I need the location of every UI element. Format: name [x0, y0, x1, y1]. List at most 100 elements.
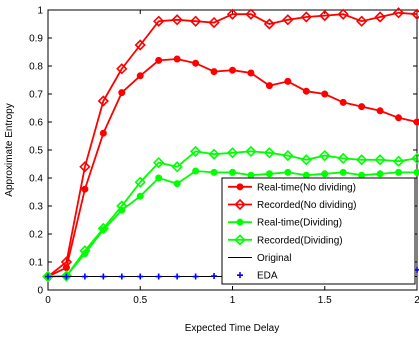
data-point-marker — [192, 59, 200, 67]
data-point-marker — [356, 154, 368, 166]
data-point-marker — [100, 273, 107, 280]
data-point-marker — [300, 11, 312, 23]
data-point-marker — [134, 39, 146, 51]
data-point-marker — [173, 180, 181, 188]
legend-item: Real-time(No dividing) — [228, 182, 356, 193]
data-point-marker — [265, 170, 273, 178]
y-tick-label: 1 — [37, 6, 43, 17]
x-tick-label: 1 — [230, 295, 236, 306]
data-point-marker — [118, 273, 125, 280]
data-point-marker — [339, 98, 347, 106]
series-line — [47, 150, 418, 278]
x-tick-label: 2 — [414, 295, 419, 306]
data-point-marker — [395, 168, 403, 176]
y-tick-label: 0.1 — [29, 258, 43, 269]
data-point-marker — [339, 168, 347, 176]
data-point-marker — [97, 95, 109, 107]
data-point-marker — [116, 63, 128, 75]
data-point-marker — [79, 245, 91, 257]
data-point-marker — [153, 156, 165, 169]
data-point-marker — [374, 11, 386, 23]
data-point-marker — [136, 72, 144, 80]
data-point-marker — [282, 14, 294, 26]
series-real-time-no-dividing — [44, 55, 419, 281]
data-point-marker — [192, 273, 199, 280]
legend-box — [221, 177, 416, 285]
data-point-marker — [234, 198, 246, 211]
data-point-marker — [134, 176, 146, 188]
data-point-marker — [210, 68, 218, 76]
data-point-marker — [173, 55, 181, 63]
legend-item: Recorded(No dividing) — [228, 198, 357, 211]
data-point-marker — [358, 171, 366, 179]
data-point-marker — [208, 148, 220, 160]
legend-label: Real-time(Dividing) — [257, 218, 342, 229]
x-tick-label: 0 — [45, 295, 51, 306]
data-point-marker — [247, 69, 255, 77]
data-point-marker — [358, 103, 366, 111]
data-point-marker — [97, 222, 109, 235]
data-point-marker — [153, 15, 165, 27]
data-point-marker — [302, 87, 310, 95]
data-point-marker — [245, 145, 257, 158]
data-point-marker — [245, 8, 257, 20]
data-point-marker — [356, 15, 368, 27]
data-point-marker — [81, 185, 89, 193]
data-point-marker — [234, 234, 246, 246]
y-tick-label: 0.6 — [29, 118, 43, 129]
y-tick-label: 0.9 — [29, 34, 43, 45]
data-point-marker — [174, 273, 181, 280]
data-point-marker — [284, 77, 292, 85]
data-point-marker — [300, 154, 312, 166]
y-tick-label: 0 — [37, 286, 43, 297]
data-point-marker — [237, 272, 243, 279]
data-point-marker — [236, 218, 244, 226]
series-line — [47, 11, 418, 278]
data-point-marker — [319, 149, 331, 162]
legend-item: EDA — [237, 271, 278, 282]
data-point-marker — [263, 147, 276, 159]
data-point-marker — [392, 7, 405, 19]
data-point-marker — [45, 273, 51, 280]
data-point-marker — [226, 147, 239, 159]
data-point-marker — [282, 149, 294, 162]
y-axis-label: Approximate Entropy — [4, 103, 15, 196]
series-recorded-dividing — [42, 145, 419, 283]
data-point-marker — [265, 82, 273, 90]
legend-label: Recorded(No dividing) — [257, 200, 357, 211]
data-point-marker — [302, 171, 310, 179]
x-axis-label: Expected Time Delay — [185, 323, 280, 334]
data-point-marker — [155, 56, 163, 64]
y-tick-label: 0.2 — [29, 230, 43, 241]
data-point-marker — [171, 161, 183, 173]
data-point-marker — [236, 183, 244, 191]
data-point-marker — [413, 118, 419, 126]
legend: Real-time(No dividing) Recorded(No dividi… — [221, 177, 416, 285]
data-point-marker — [208, 16, 220, 29]
data-point-marker — [229, 168, 236, 176]
data-point-marker — [411, 152, 419, 165]
data-point-marker — [42, 270, 54, 283]
data-point-marker — [321, 90, 329, 98]
legend-label: Recorded(Dividing) — [257, 235, 343, 246]
data-point-marker — [155, 174, 163, 182]
series-recorded-no-dividing — [42, 7, 419, 283]
data-point-marker — [189, 15, 202, 27]
data-point-marker — [116, 200, 128, 212]
data-point-marker — [229, 66, 236, 74]
data-point-marker — [226, 8, 239, 20]
data-point-marker — [99, 129, 107, 137]
data-point-marker — [395, 114, 403, 122]
data-point-marker — [137, 273, 144, 280]
y-tick-label: 0.8 — [29, 62, 43, 73]
legend-label: Real-time(No dividing) — [257, 182, 356, 193]
data-point-marker — [337, 8, 349, 20]
legend-label: EDA — [257, 271, 278, 282]
data-point-marker — [210, 168, 218, 176]
data-point-marker — [79, 161, 91, 173]
legend-item: Real-time(Dividing) — [228, 218, 342, 229]
data-point-marker — [118, 89, 126, 97]
data-point-marker — [192, 167, 200, 175]
x-tick-label: 1.5 — [318, 295, 332, 306]
